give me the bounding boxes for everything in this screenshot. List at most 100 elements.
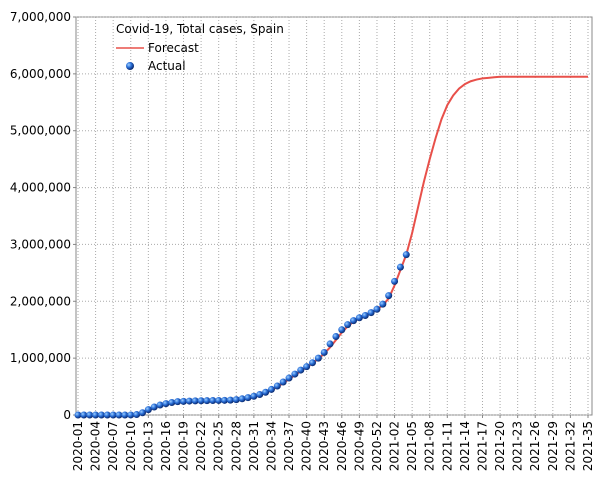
- legend-title: Covid-19, Total cases, Spain: [116, 22, 284, 36]
- actual-point: [297, 366, 305, 374]
- y-tick-label: 6,000,000: [10, 67, 71, 81]
- x-tick-label: 2020-43: [317, 421, 331, 471]
- x-tick-label: 2021-29: [546, 421, 560, 471]
- actual-point: [338, 326, 346, 334]
- x-tick-label: 2021-11: [440, 421, 454, 471]
- x-tick-label: 2021-35: [581, 421, 595, 471]
- x-tick-label: 2021-05: [405, 421, 419, 471]
- actual-point: [402, 251, 410, 259]
- x-tick-label: 2021-32: [563, 421, 577, 471]
- actual-point: [156, 401, 164, 409]
- actual-point: [133, 411, 141, 419]
- actual-point: [279, 378, 287, 386]
- x-tick-label: 2020-34: [264, 421, 278, 471]
- y-tick-label: 7,000,000: [10, 10, 71, 24]
- x-tick-label: 2020-07: [106, 421, 120, 471]
- actual-point: [314, 354, 322, 362]
- y-tick-label: 3,000,000: [10, 237, 71, 251]
- actual-point: [355, 314, 363, 322]
- actual-point: [267, 385, 275, 393]
- actual-point: [344, 321, 352, 329]
- y-tick-label: 4,000,000: [10, 181, 71, 195]
- x-tick-label: 2020-13: [141, 421, 155, 471]
- plot-area: [75, 16, 593, 416]
- actual-point: [185, 397, 193, 405]
- actual-point: [367, 309, 375, 317]
- actual-point: [373, 305, 381, 313]
- x-tick-label: 2021-08: [423, 421, 437, 471]
- x-tick-label: 2020-28: [229, 421, 243, 471]
- actual-point: [303, 363, 311, 371]
- y-tick-label: 0: [63, 408, 71, 422]
- actual-point: [127, 411, 135, 419]
- y-tick-label: 5,000,000: [10, 124, 71, 138]
- actual-point: [92, 411, 100, 419]
- actual-point: [291, 370, 299, 378]
- actual-point: [86, 411, 94, 419]
- x-tick-label: 2021-14: [458, 421, 472, 471]
- legend-label: Actual: [148, 59, 186, 73]
- actual-point: [379, 300, 387, 308]
- actual-point: [121, 411, 129, 419]
- actual-point: [262, 388, 270, 396]
- actual-point: [332, 333, 340, 341]
- actual-point: [326, 340, 334, 348]
- x-tick-label: 2021-20: [493, 421, 507, 471]
- actual-point: [180, 397, 188, 405]
- actual-point: [320, 348, 328, 356]
- actual-point: [244, 394, 252, 402]
- x-tick-label: 2021-23: [511, 421, 525, 471]
- x-tick-label: 2021-02: [388, 421, 402, 471]
- x-tick-label: 2020-19: [177, 421, 191, 471]
- x-tick-label: 2021-26: [528, 421, 542, 471]
- actual-point: [144, 406, 152, 414]
- x-tick-label: 2020-49: [352, 421, 366, 471]
- x-tick-label: 2020-01: [71, 421, 85, 471]
- actual-point: [391, 277, 399, 285]
- x-tick-label: 2020-40: [300, 421, 314, 471]
- x-tick-label: 2020-52: [370, 421, 384, 471]
- actual-point: [162, 400, 170, 408]
- legend-swatch: [126, 62, 134, 70]
- actual-point: [396, 263, 404, 271]
- actual-point: [273, 382, 281, 390]
- actual-point: [221, 396, 229, 404]
- actual-point: [197, 397, 205, 405]
- actual-point: [238, 395, 246, 403]
- actual-point: [203, 397, 211, 405]
- x-tick-label: 2020-31: [247, 421, 261, 471]
- x-tick-label: 2020-37: [282, 421, 296, 471]
- actual-point: [191, 397, 199, 405]
- actual-point: [109, 411, 117, 419]
- x-tick-label: 2020-46: [335, 421, 349, 471]
- actual-point: [232, 396, 240, 404]
- actual-point: [250, 392, 258, 400]
- x-tick-label: 2020-25: [212, 421, 226, 471]
- actual-point: [256, 391, 264, 399]
- actual-point: [285, 374, 293, 382]
- actual-point: [103, 411, 111, 419]
- x-tick-label: 2021-17: [475, 421, 489, 471]
- actual-point: [226, 396, 234, 404]
- legend-label: Forecast: [148, 41, 199, 55]
- actual-point: [174, 398, 182, 406]
- x-tick-label: 2020-10: [124, 421, 138, 471]
- x-tick-label: 2020-16: [159, 421, 173, 471]
- actual-point: [385, 292, 393, 300]
- actual-point: [80, 411, 88, 419]
- actual-point: [115, 411, 123, 419]
- y-tick-label: 1,000,000: [10, 351, 71, 365]
- actual-point: [168, 398, 176, 406]
- x-tick-label: 2020-22: [194, 421, 208, 471]
- x-tick-label: 2020-04: [89, 421, 103, 471]
- actual-point: [361, 312, 369, 319]
- actual-point: [350, 317, 358, 325]
- y-tick-label: 2,000,000: [10, 294, 71, 308]
- actual-point: [97, 411, 105, 419]
- actual-point: [308, 359, 316, 367]
- actual-point: [150, 403, 158, 411]
- actual-point: [209, 397, 217, 405]
- actual-point: [215, 396, 223, 404]
